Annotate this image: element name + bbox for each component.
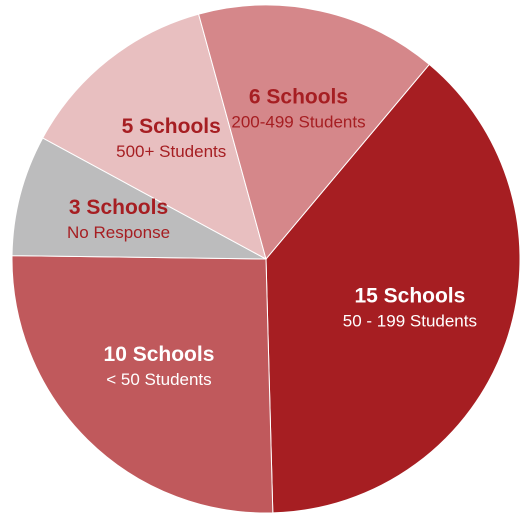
pie-slice	[265, 63, 521, 514]
slice-value-label: 10 Schools	[104, 343, 215, 366]
slice-value-label: 5 Schools	[122, 115, 221, 138]
pie-slice	[42, 13, 267, 260]
pie-slice	[11, 255, 274, 514]
slice-value-label: 3 Schools	[69, 196, 168, 219]
pie-slice	[11, 137, 267, 260]
slice-value-label: 15 Schools	[354, 285, 465, 308]
slice-category-label: < 50 Students	[106, 370, 211, 389]
slice-category-label: 500+ Students	[116, 142, 226, 161]
slice-value-label: 6 Schools	[249, 86, 348, 109]
pie-slice	[198, 4, 430, 261]
slice-category-label: 200-499 Students	[231, 113, 365, 132]
slice-category-label: No Response	[67, 223, 170, 242]
slice-category-label: 50 - 199 Students	[343, 312, 477, 331]
